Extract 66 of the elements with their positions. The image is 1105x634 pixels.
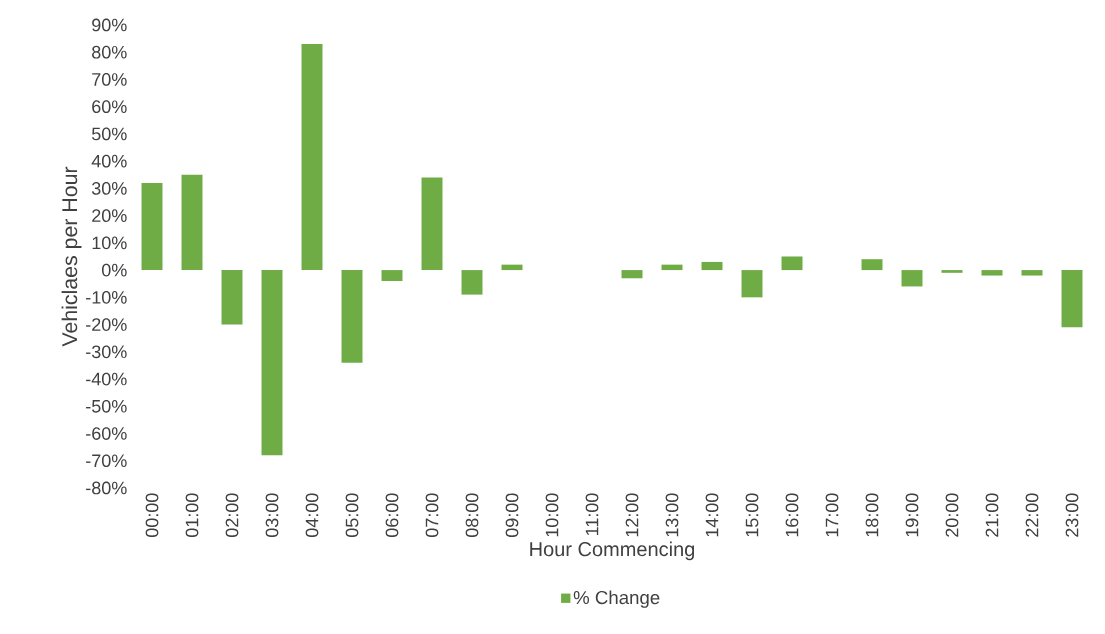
bar: [701, 261, 723, 271]
x-tick-label: 04:00: [305, 493, 319, 538]
x-tick-label: 11:00: [585, 493, 599, 536]
x-tick-label: 07:00: [425, 493, 439, 538]
x-tick-label: 00:00: [145, 493, 159, 538]
bar: [1021, 270, 1043, 276]
bar: [221, 270, 243, 325]
x-tick-label: 12:00: [625, 493, 639, 537]
y-tick-label: 90%: [92, 18, 127, 32]
bar: [421, 177, 443, 271]
y-tick-label: -40%: [86, 372, 127, 386]
bar: [661, 264, 683, 271]
y-tick-label: -30%: [86, 345, 127, 359]
y-tick-label: -80%: [86, 481, 127, 495]
y-tick-label: -60%: [86, 427, 127, 440]
x-tick-label: 22:00: [1025, 493, 1039, 537]
legend-label: % Change: [573, 590, 660, 608]
bar: [501, 264, 523, 271]
bar: [781, 256, 803, 271]
bar: [1061, 270, 1083, 328]
bar: [301, 44, 323, 271]
x-tick-label: 20:00: [945, 493, 959, 537]
bar: [981, 270, 1003, 276]
bar: [341, 270, 363, 363]
y-axis-title: Vehiclaes per Hour: [61, 166, 82, 347]
x-tick-label: 09:00: [505, 493, 519, 538]
x-tick-label: 03:00: [265, 493, 279, 538]
y-tick-label: -70%: [86, 454, 127, 468]
x-tick-label: 21:00: [985, 493, 999, 537]
y-tick-label: -50%: [86, 399, 127, 413]
y-tick-label: 20%: [92, 209, 127, 222]
bar: [181, 174, 203, 271]
x-tick-label: 19:00: [905, 493, 919, 537]
y-tick-label: 80%: [92, 45, 127, 59]
x-tick-label: 15:00: [745, 493, 759, 537]
y-tick-label: 40%: [91, 154, 127, 168]
x-tick-label: 16:00: [785, 493, 799, 537]
y-tick-label: 50%: [91, 127, 127, 141]
y-tick-label: 70%: [92, 73, 127, 86]
bar: [261, 270, 283, 456]
bar: [141, 182, 163, 271]
x-tick-label: 18:00: [865, 493, 879, 537]
x-tick-label: 23:00: [1065, 493, 1079, 537]
bar: [381, 270, 403, 281]
y-tick-label: -20%: [86, 318, 127, 331]
x-axis-title: Hour Commencing: [530, 541, 695, 561]
bar: [741, 270, 763, 298]
x-tick-label: 08:00: [465, 493, 479, 538]
bar: [941, 270, 963, 273]
y-tick-label: 30%: [91, 182, 127, 195]
y-tick-label: 60%: [92, 100, 127, 114]
x-tick-label: 02:00: [225, 493, 239, 538]
x-tick-label: 01:00: [185, 493, 199, 538]
bar: [861, 259, 883, 271]
y-tick-label: 10%: [92, 236, 127, 250]
bar: [901, 270, 923, 287]
x-tick-label: 05:00: [345, 493, 359, 538]
y-tick-label: -10%: [86, 290, 127, 304]
x-tick-label: 17:00: [825, 493, 839, 537]
bar: [621, 270, 643, 279]
x-tick-label: 13:00: [665, 493, 679, 537]
y-tick-label: 0%: [101, 263, 127, 277]
bar: [461, 270, 483, 295]
x-tick-label: 14:00: [705, 493, 719, 537]
x-tick-label: 10:00: [545, 493, 559, 537]
x-tick-label: 06:00: [385, 493, 399, 538]
